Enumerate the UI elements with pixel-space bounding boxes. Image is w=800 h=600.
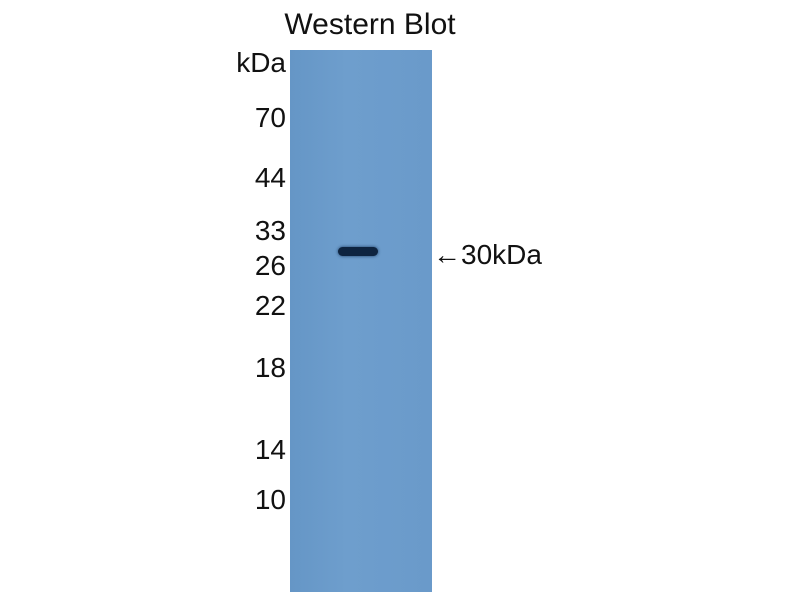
marker-22: 22 [254, 290, 286, 321]
band-annotation: ←30kDa [433, 239, 542, 270]
marker-10: 10 [254, 484, 286, 515]
marker-33: 33 [254, 215, 286, 246]
protein-band [338, 247, 378, 256]
unit-label: kDa [236, 47, 286, 78]
blot-title: Western Blot [284, 8, 456, 41]
marker-26: 26 [254, 250, 286, 281]
marker-70: 70 [254, 102, 286, 133]
marker-18: 18 [254, 352, 286, 383]
blot-membrane [290, 50, 432, 592]
marker-44: 44 [254, 162, 286, 193]
marker-14: 14 [254, 434, 286, 465]
